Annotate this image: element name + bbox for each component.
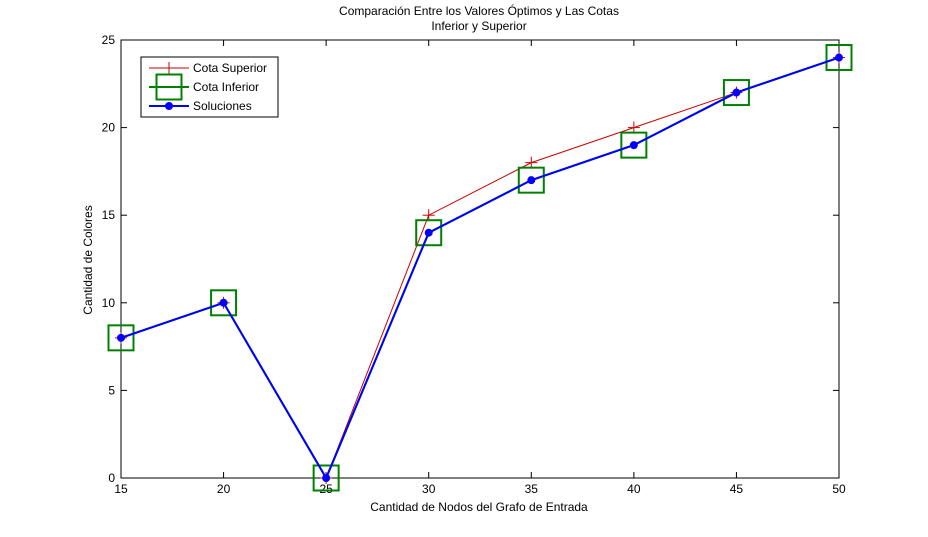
y-tick-label: 5 [108, 383, 115, 397]
legend: Cota Superior Cota Inferior Soluciones [140, 56, 279, 118]
marker-square [107, 324, 135, 352]
legend-label: Soluciones [193, 99, 252, 113]
y-axis: 0 5 10 15 20 25 [102, 33, 839, 485]
marker-dot [424, 228, 433, 237]
x-tick-label: 50 [832, 482, 846, 496]
marker-square [312, 464, 340, 492]
marker-dot [322, 474, 331, 482]
legend-entry: Cota Superior [149, 61, 267, 75]
marker-square [620, 131, 648, 159]
y-axis-label: Cantidad de Colores [81, 205, 95, 314]
y-tick-label: 0 [108, 471, 115, 485]
legend-label: Cota Inferior [193, 80, 259, 94]
marker-dot [527, 176, 536, 185]
x-tick-label: 45 [730, 482, 744, 496]
marker-plus [627, 121, 640, 134]
legend-label: Cota Superior [193, 61, 267, 75]
x-tick-label: 40 [627, 482, 641, 496]
marker-square [517, 166, 545, 194]
x-tick-label: 35 [525, 482, 539, 496]
y-tick-label: 10 [102, 296, 116, 310]
legend-entry: Cota Inferior [149, 73, 259, 101]
chart-title-line-1: Comparación Entre los Valores Óptimos y … [339, 3, 619, 18]
series-soluciones [117, 53, 843, 482]
marker-dot [165, 102, 173, 110]
y-tick-label: 25 [102, 33, 116, 47]
series-line [120, 56, 840, 481]
marker-square [825, 44, 853, 72]
marker-square [210, 289, 238, 317]
legend-entry: Soluciones [149, 99, 252, 113]
marker-dot [117, 333, 125, 342]
x-tick-label: 15 [114, 482, 128, 496]
marker-dot [835, 53, 843, 62]
x-tick-label: 20 [217, 482, 231, 496]
x-axis-label: Cantidad de Nodos del Grafo de Entrada [370, 500, 588, 514]
marker-square [722, 79, 750, 107]
marker-plus [163, 62, 175, 74]
marker-dot [219, 298, 228, 307]
marker-square [155, 73, 183, 101]
marker-square [415, 219, 443, 247]
y-tick-label: 15 [102, 208, 116, 222]
series-layer [107, 44, 853, 492]
x-tick-label: 25 [319, 482, 333, 496]
y-tick-label: 20 [102, 121, 116, 135]
marker-dot [629, 141, 638, 150]
marker-plus [422, 209, 435, 222]
marker-plus [525, 156, 538, 169]
marker-dot [732, 88, 741, 97]
x-tick-label: 30 [422, 482, 436, 496]
chart-title-line-2: Inferior y Superior [431, 19, 526, 33]
